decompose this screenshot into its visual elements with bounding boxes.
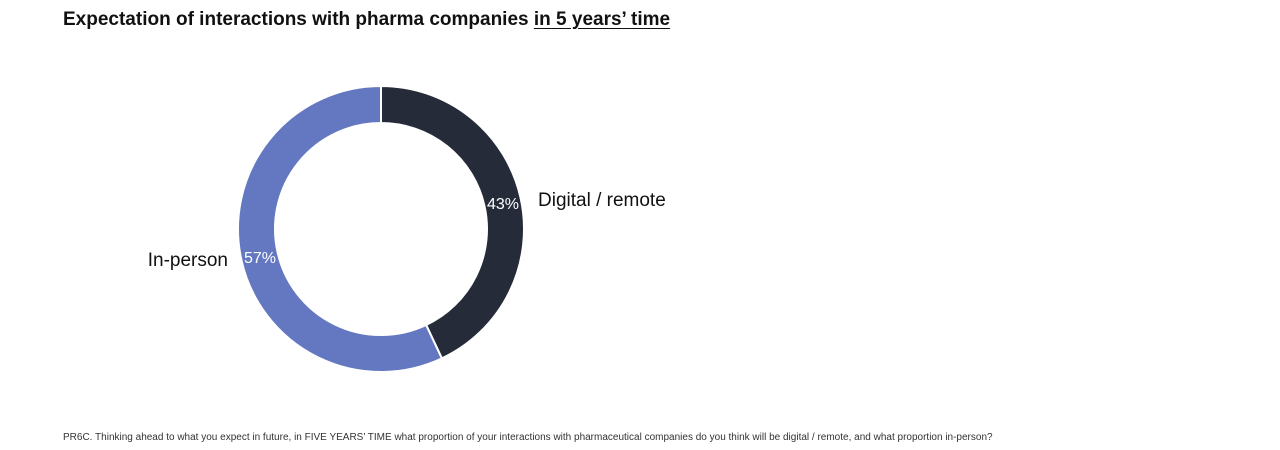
- chart-title: Expectation of interactions with pharma …: [63, 9, 670, 31]
- donut-slice-in-person: [237, 84, 444, 373]
- slice-category-label: In-person: [148, 250, 228, 271]
- donut-chart: 43% Digital / remote 57% In-person: [148, 84, 666, 373]
- chart-title-highlight: in 5 years’ time: [533, 9, 671, 30]
- slice-category-label: Digital / remote: [538, 190, 666, 211]
- question-footnote: PR6C. Thinking ahead to what you expect …: [63, 432, 993, 443]
- slice-value-label: 43%: [487, 196, 519, 213]
- donut-slice-digital-remote: [380, 84, 525, 360]
- chart-title-main: Expectation of interactions with pharma …: [63, 9, 534, 30]
- slice-value-label: 57%: [244, 250, 276, 267]
